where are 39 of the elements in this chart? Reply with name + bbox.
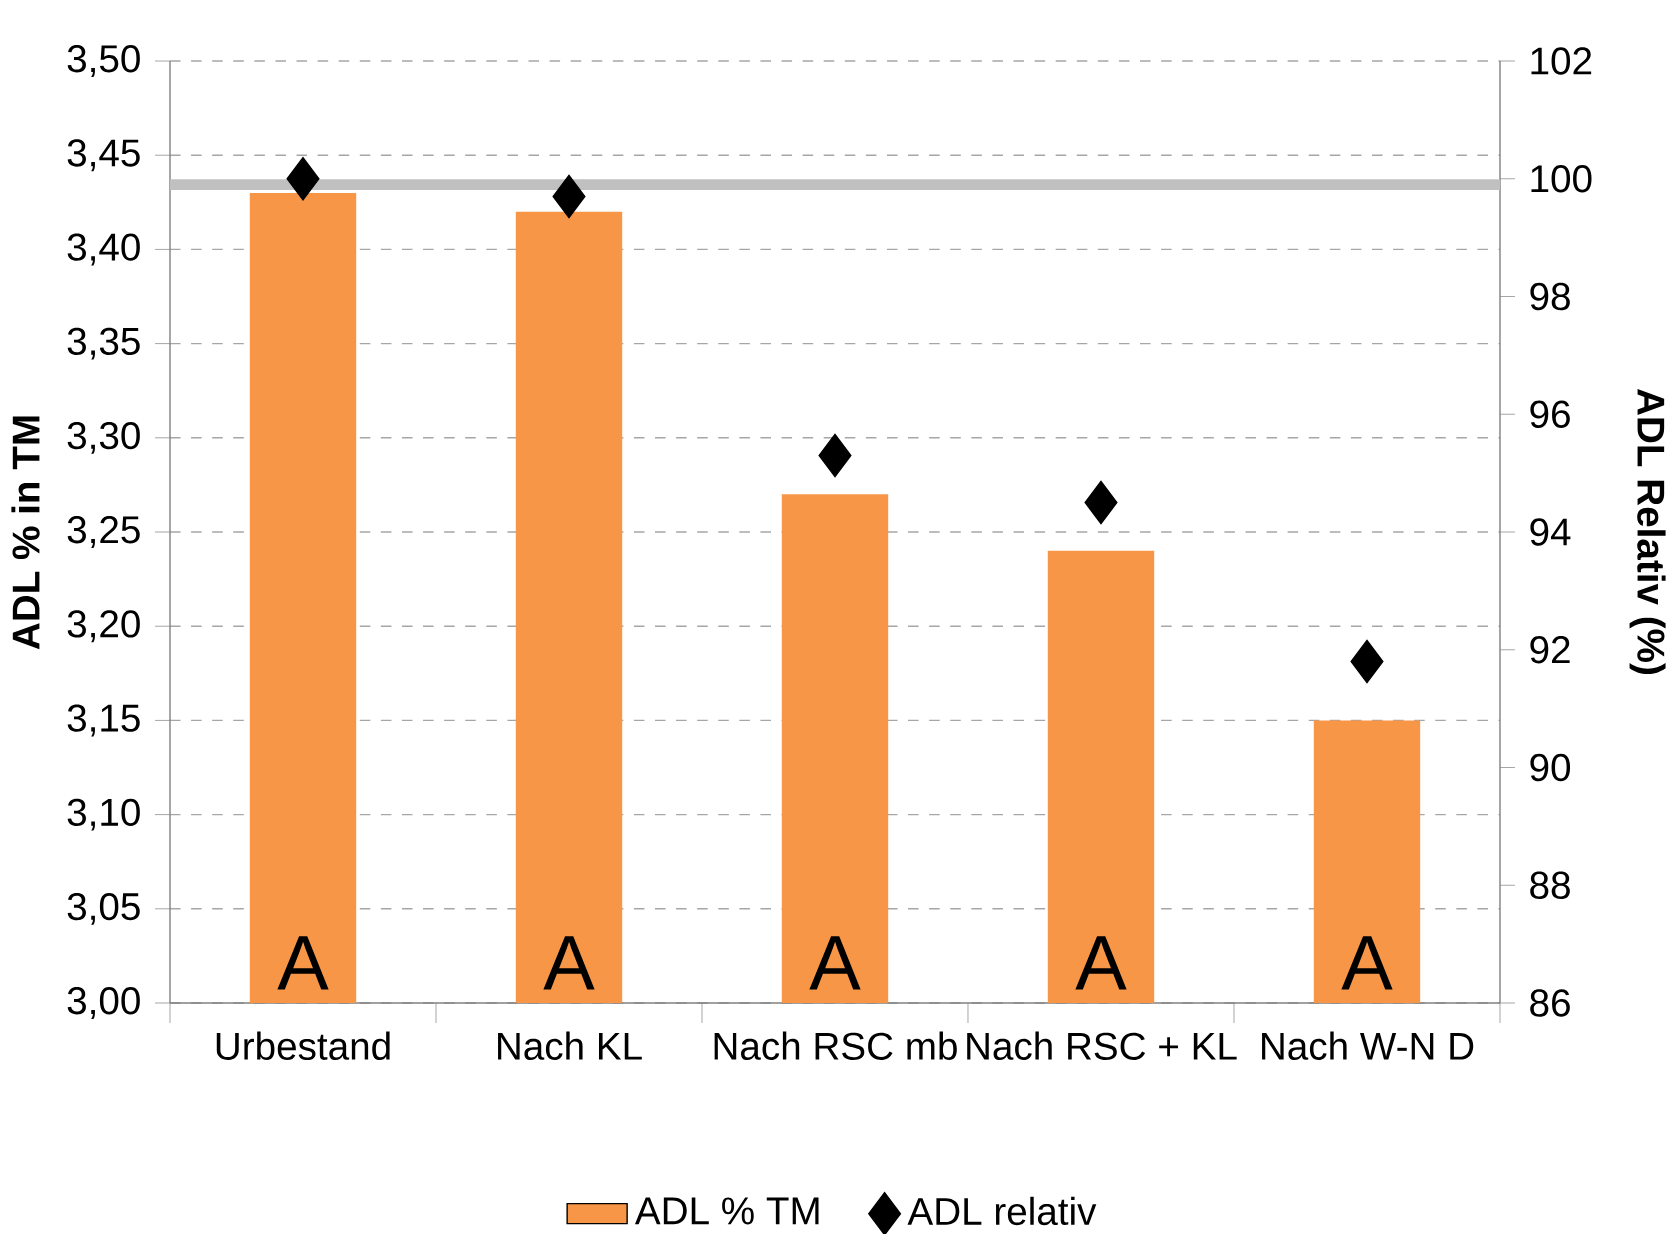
x-tick-label: Nach KL — [498, 1031, 642, 1060]
y-tick-label: 3,00 — [67, 987, 140, 1019]
legend-label: ADL relativ — [907, 1196, 1097, 1226]
y2-tick-label: 88 — [1530, 871, 1570, 899]
y-axis-title: ADL % in TM — [11, 416, 40, 650]
x-tick-label: Nach RSC + KL — [967, 1031, 1237, 1060]
y2-tick-label: 98 — [1530, 282, 1570, 311]
y2-tick-label: 90 — [1530, 753, 1571, 782]
annotation: A — [1341, 936, 1393, 990]
y2-tick-label: 102 — [1531, 47, 1592, 75]
annotation: A — [809, 936, 861, 990]
y2-axis-title: ADL Relativ (%) — [1629, 389, 1666, 674]
x-tick-label: Nach W-N D — [1262, 1031, 1474, 1060]
annotation: A — [277, 936, 329, 990]
y2-tick-label: 94 — [1530, 518, 1571, 546]
y-tick-label: 3,50 — [67, 45, 140, 77]
point — [1350, 639, 1384, 684]
point — [552, 174, 586, 219]
x-tick-label: Urbestand — [216, 1031, 390, 1060]
point — [286, 156, 320, 201]
y2-tick-label: 96 — [1530, 400, 1570, 428]
legend-label: ADL % TM — [634, 1197, 819, 1225]
y-tick-label: 3,10 — [67, 798, 140, 831]
x-tick-label: Nach RSC mb — [714, 1031, 957, 1060]
y-tick-label: 3,05 — [67, 892, 140, 925]
point — [1084, 480, 1118, 525]
annotation: A — [543, 936, 595, 990]
y-tick-label: 3,20 — [67, 610, 140, 643]
annotation: A — [1075, 936, 1127, 990]
point — [818, 433, 852, 478]
y2-tick-label: 86 — [1530, 989, 1570, 1017]
y-tick-label: 3,30 — [67, 421, 140, 454]
y-tick-label: 3,45 — [67, 139, 140, 172]
y-tick-label: 3,35 — [67, 327, 140, 360]
y2-tick-label: 92 — [1530, 636, 1570, 664]
y2-tick-label: 100 — [1531, 165, 1592, 193]
y-tick-label: 3,40 — [67, 233, 140, 266]
y-tick-label: 3,15 — [67, 704, 140, 737]
y-tick-label: 3,25 — [67, 516, 140, 548]
